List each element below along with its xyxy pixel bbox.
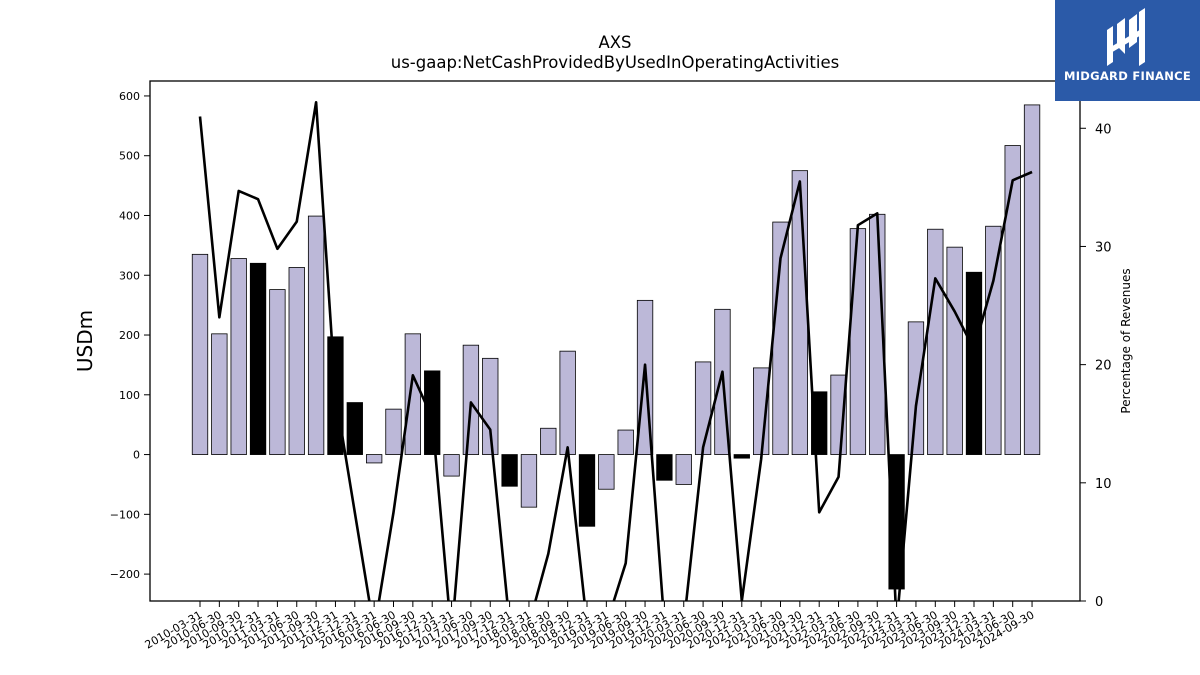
bar [404,333,422,455]
bar [520,454,538,508]
bar [269,289,286,455]
brand-name: MIDGARD FINANCE [1063,69,1192,83]
bar [617,429,634,455]
bar [907,321,925,455]
logo-mark-icon [1107,8,1145,66]
bar [946,246,963,455]
y-tick-label: 0 [133,449,140,462]
line-series [198,100,1033,601]
y-tick-label: 300 [119,269,140,282]
bar [656,454,673,481]
y-tick-label: 400 [119,209,140,222]
y2-tick-label: 10 [1095,477,1112,492]
y2-tick-label: 20 [1095,359,1112,374]
y-axis-label: USDm [73,310,97,372]
bar [1023,104,1041,455]
chart-title: AXS [598,33,631,52]
bar [675,454,692,485]
y2-tick-label: 30 [1095,240,1112,255]
bar [694,361,712,455]
bar [578,454,596,527]
bar [230,258,247,455]
bar [733,454,750,459]
bar [191,253,209,455]
brand-logo: MIDGARD FINANCE [1055,0,1200,101]
bar [559,350,576,455]
plot-area: −200−10001002003004005006000102030402010… [110,80,1112,652]
bar [249,262,267,455]
y-tick-label: 600 [119,90,140,103]
bar [598,454,615,490]
bar [307,215,325,455]
y-tick-label: 100 [119,389,140,402]
chart-subtitle: us-gaap:NetCashProvidedByUsedInOperating… [391,53,839,72]
bar [346,402,363,455]
y-tick-label: −200 [110,568,140,581]
bar [211,333,228,455]
bar [965,271,983,455]
bar [385,408,402,455]
bar [985,225,1002,455]
y-tick-label: 200 [119,329,140,342]
y2-tick-label: 40 [1095,122,1112,137]
y-tick-label: −100 [110,508,140,521]
bar [540,427,557,455]
bar [1004,145,1021,455]
bar [288,267,305,455]
bar [501,454,518,487]
bar [443,454,460,477]
bar [462,344,480,455]
bar [424,370,441,455]
bar [482,357,499,455]
bar [365,454,383,464]
bar [927,228,944,455]
plot-frame [149,80,1081,602]
bar [849,228,867,455]
bar [791,170,808,455]
y2-tick-label: 0 [1095,595,1103,610]
y2-axis-label: Percentage of Revenues [1119,268,1133,413]
y-tick-label: 500 [119,150,140,163]
